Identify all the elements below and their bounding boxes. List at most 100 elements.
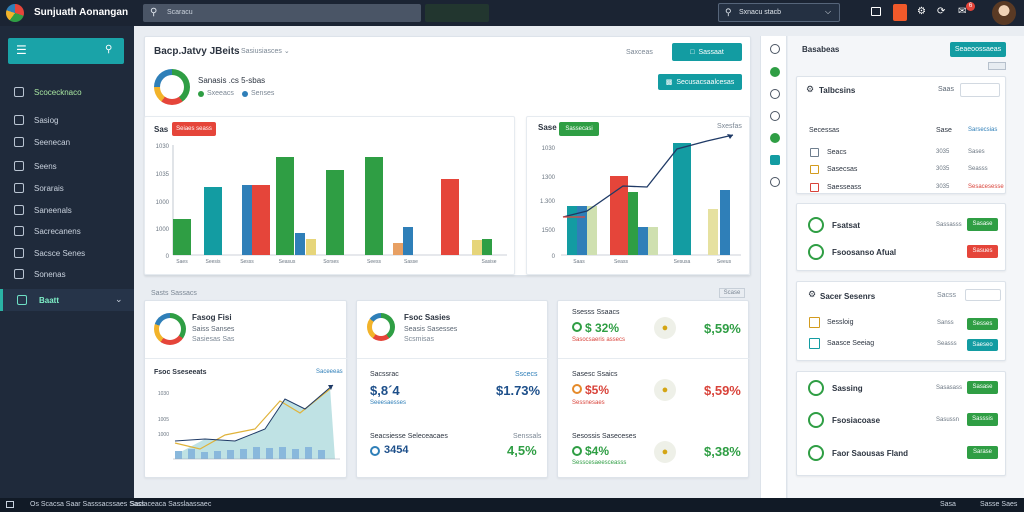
sidebar-item-active[interactable]: Baatt ⌄ bbox=[0, 289, 134, 311]
x-tick-label: Seasus bbox=[279, 259, 296, 265]
sidebar-item[interactable]: Seens bbox=[14, 159, 124, 173]
list-right-label: Saas bbox=[938, 86, 954, 93]
status-button[interactable]: Sasase bbox=[967, 218, 998, 231]
section-right-button[interactable]: Scase bbox=[719, 288, 745, 298]
sidebar-header: ☰ ⚲ bbox=[8, 38, 124, 64]
status-button[interactable]: Sasase bbox=[967, 381, 998, 394]
search-icon[interactable]: ⚲ bbox=[105, 44, 113, 55]
bar bbox=[201, 452, 208, 459]
series-line bbox=[174, 388, 331, 450]
row-button[interactable]: Saeseo bbox=[967, 339, 998, 351]
phone-icon[interactable] bbox=[770, 67, 780, 77]
mail-icon[interactable] bbox=[871, 7, 881, 16]
right-panel-button-label: Seaeoossaeas bbox=[954, 46, 1002, 53]
check-circle-icon bbox=[808, 244, 824, 260]
bar bbox=[253, 447, 260, 459]
secondary-action-button[interactable]: ▩ Secusacsaalcesas bbox=[658, 74, 742, 90]
right-panel-title: Basabeas bbox=[802, 45, 840, 54]
search-placeholder: Scaracu bbox=[167, 9, 193, 16]
filter-dropdown[interactable]: Sasiusiasces ⌄ bbox=[241, 47, 290, 55]
row-value: $ 32% bbox=[585, 321, 620, 335]
bar-chart-panel: Sas Seiaes seass 1030 1035 1000 1000 0 Saes Se… bbox=[144, 116, 515, 275]
menu-icon[interactable]: ☰ bbox=[16, 43, 27, 57]
secondary-search-input[interactable]: ⚲ Sxnacu stacb ⌵ bbox=[718, 3, 840, 22]
user-avatar[interactable] bbox=[992, 1, 1016, 25]
secondary-tab[interactable] bbox=[425, 4, 489, 22]
bar bbox=[240, 449, 247, 459]
clock-icon[interactable] bbox=[770, 177, 780, 187]
active-item-icon bbox=[17, 295, 27, 305]
row-right-value: $,59% bbox=[704, 383, 741, 398]
row-icon bbox=[810, 165, 819, 174]
globe-icon bbox=[14, 269, 24, 279]
list-filter-input[interactable] bbox=[965, 289, 1001, 301]
status-left-text: Os Scacsa Saar Sasssacssaes Sass bbox=[30, 501, 145, 508]
legend-dot bbox=[242, 90, 248, 97]
check-circle-icon bbox=[808, 445, 824, 461]
progress-ring-icon bbox=[370, 446, 380, 456]
trend-line bbox=[562, 134, 734, 218]
kpi-sub: Seeesaesses bbox=[370, 400, 407, 406]
sidebar-item-label: Sorarais bbox=[34, 183, 64, 193]
y-tick-label: 1000 bbox=[158, 432, 169, 438]
search-input[interactable]: ⚲ Scaracu bbox=[143, 4, 421, 22]
chart-tag[interactable]: Sassecasi bbox=[559, 122, 599, 136]
row-sub: Sasocsaeris assecs bbox=[572, 337, 626, 343]
row-value: $4% bbox=[585, 444, 610, 458]
row-label: Sessloig bbox=[827, 319, 854, 326]
whatsapp-icon[interactable] bbox=[770, 133, 780, 143]
settings-icon[interactable]: ⚙ bbox=[917, 6, 926, 17]
kpi-label: Sscecs bbox=[515, 371, 538, 378]
chevron-down-icon[interactable]: ⌄ bbox=[115, 294, 123, 304]
image-icon[interactable] bbox=[770, 155, 780, 165]
refresh-icon[interactable]: ⟳ bbox=[937, 6, 946, 17]
sidebar-item[interactable]: Sorarais bbox=[14, 181, 124, 195]
status-card: Sassing Sasasass Sasase Fsosiacoase Sasussn S… bbox=[796, 371, 1006, 476]
kpi-label: Sacssrac bbox=[370, 371, 399, 378]
status-button[interactable]: Sarase bbox=[967, 446, 998, 459]
y-tick-label: 0 bbox=[552, 254, 556, 260]
y-tick-label: 1500 bbox=[542, 228, 556, 234]
right-panel-button[interactable]: Seaeoossaeas bbox=[950, 42, 1006, 57]
bar bbox=[708, 209, 718, 255]
sidebar-item-label: Seenecan bbox=[34, 137, 71, 147]
chevron-down-icon[interactable]: ⌵ bbox=[825, 7, 832, 16]
row-button[interactable]: Sesses bbox=[967, 318, 998, 330]
row-right-label: Sasussn bbox=[936, 417, 960, 423]
table-icon bbox=[14, 183, 24, 193]
bell-icon[interactable]: ✉ bbox=[958, 6, 967, 17]
bar bbox=[295, 233, 305, 255]
divider bbox=[145, 358, 348, 359]
smile-icon[interactable] bbox=[770, 111, 780, 121]
panel-action-label[interactable]: Saxceas bbox=[626, 49, 653, 56]
alert-icon[interactable] bbox=[893, 4, 907, 21]
divider bbox=[357, 358, 549, 359]
x-tick-label: Saes bbox=[176, 259, 188, 265]
collapse-toggle[interactable] bbox=[988, 62, 1006, 70]
bar bbox=[173, 219, 191, 255]
sidebar-item[interactable]: Saneenals bbox=[14, 203, 124, 217]
icon-rail bbox=[760, 36, 787, 498]
sidebar-item[interactable]: Sasiog bbox=[14, 113, 124, 127]
sidebar-item[interactable]: Sacrecanens bbox=[14, 224, 124, 238]
bar bbox=[577, 206, 587, 255]
sidebar-item-label: Scocecknaco bbox=[34, 87, 82, 97]
sidebar-item[interactable]: Scocecknaco bbox=[14, 85, 124, 99]
status-button[interactable]: Sasssis bbox=[967, 413, 998, 426]
chart-right-label: Saceeeas bbox=[316, 369, 343, 375]
row-icon bbox=[810, 183, 819, 192]
chat-icon[interactable] bbox=[770, 89, 780, 99]
trend-arrow bbox=[727, 134, 733, 139]
sidebar-item[interactable]: Sacsce Senes bbox=[14, 246, 124, 260]
sidebar-item[interactable]: Seenecan bbox=[14, 135, 124, 149]
status-button[interactable]: Sasues bbox=[967, 245, 998, 258]
leaf-icon[interactable] bbox=[770, 44, 780, 54]
chevron-down-icon: ⌄ bbox=[283, 48, 290, 55]
chart-tag[interactable]: Seiaes seass bbox=[172, 122, 216, 136]
sidebar-item[interactable]: Sonenas bbox=[14, 267, 124, 281]
gear-icon: ⚙ bbox=[808, 289, 817, 299]
row-value: 3035 bbox=[936, 149, 950, 155]
bar bbox=[638, 227, 648, 255]
primary-action-button[interactable]: □ Sassaat bbox=[672, 43, 742, 61]
list-filter-input[interactable] bbox=[960, 83, 1000, 97]
